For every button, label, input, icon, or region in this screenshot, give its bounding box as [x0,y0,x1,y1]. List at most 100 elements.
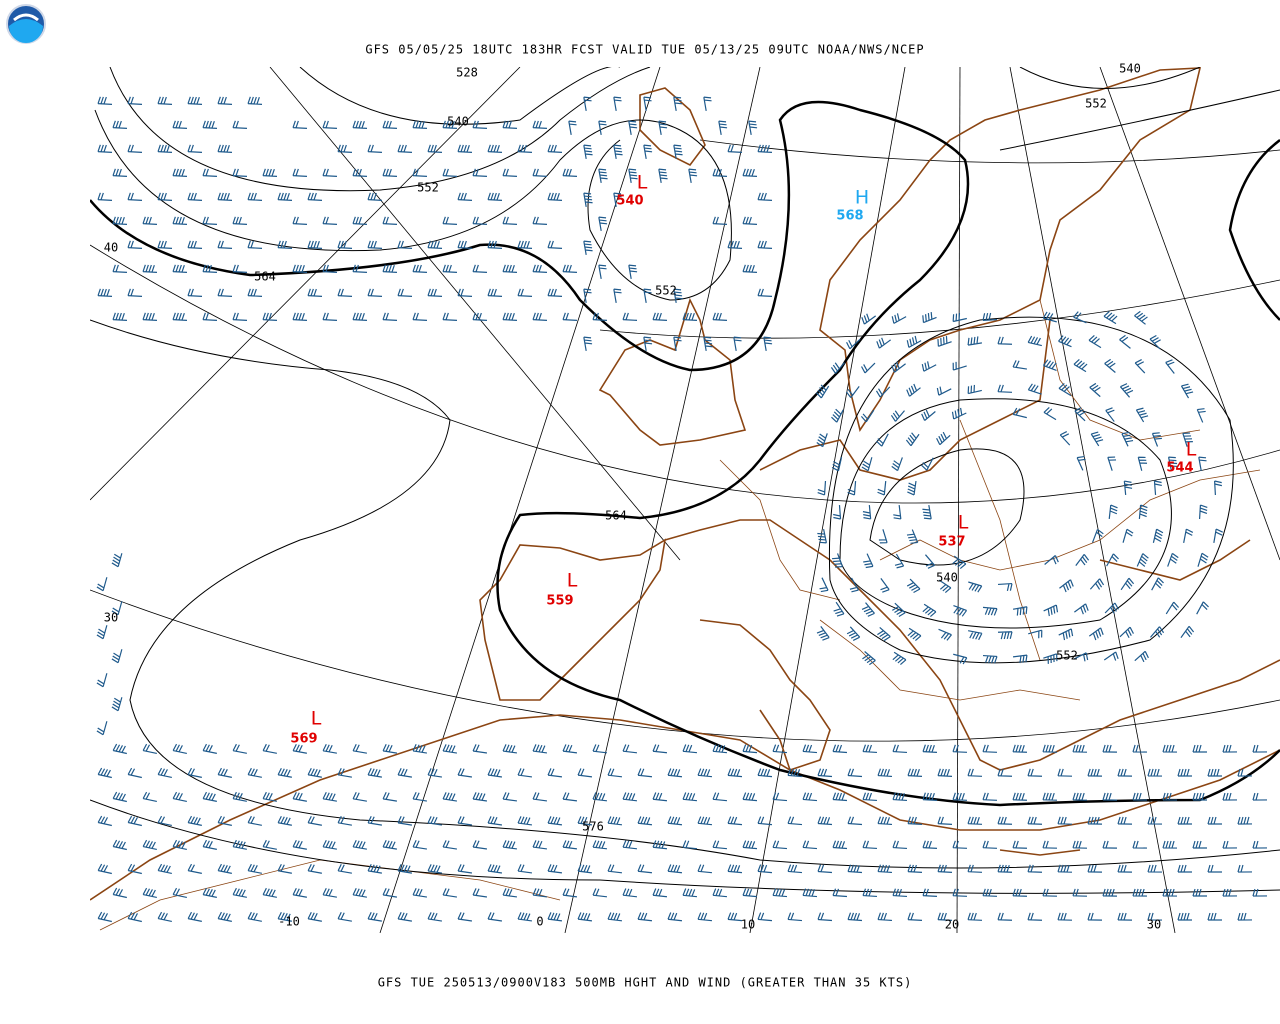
wind-barb [427,864,443,874]
longitude-label: 20 [945,918,959,932]
wind-barb [832,840,848,850]
wind-barb [703,96,712,112]
wind-barb [1057,864,1073,873]
wind-barb [921,409,936,421]
wind-barb [217,815,232,826]
wind-barb [1183,528,1194,543]
wind-barb [1102,744,1118,753]
wind-barb [382,744,398,754]
wind-barb [262,743,277,754]
wind-barb [628,264,638,280]
wind-barb [819,577,829,593]
wind-barb [127,767,142,779]
wind-barb [1117,768,1133,777]
wind-barb [367,816,383,826]
wind-barb [845,386,860,398]
wind-barb [367,144,383,153]
wind-barb [637,768,653,778]
wind-barb [727,144,743,153]
wind-barb [502,264,518,273]
wind-barb [673,336,682,352]
wind-barb [127,288,143,297]
longitude-label: 30 [1147,918,1161,932]
wind-barb [982,654,998,664]
wind-barb [111,553,123,568]
wind-barb [922,603,937,618]
wind-barb [247,911,262,922]
wind-barb [337,767,353,778]
wind-barb [217,240,233,249]
wind-barb [877,768,893,778]
wind-barb [831,553,844,568]
wind-barb [412,264,428,273]
wind-barb [583,96,592,112]
wind-barb [322,791,337,802]
wind-barb [967,384,982,395]
wind-barb [1119,383,1134,398]
wind-barb [352,840,368,850]
wind-barb [667,768,683,778]
wind-barb [1119,334,1131,349]
center-value: 568 [836,209,863,224]
wind-barb [952,888,968,897]
wind-barb [397,864,413,874]
wind-barb [816,626,830,641]
wind-barb [352,168,368,177]
wind-barb [937,816,953,825]
wind-barb [96,625,108,640]
wind-barb [577,768,593,778]
wind-barb [876,337,891,349]
wind-barb [982,888,998,897]
wind-barb [97,911,112,923]
wind-barb [1012,407,1027,419]
wind-barb [1043,406,1057,421]
wind-barb [457,144,473,153]
contour-label: 540 [936,571,958,585]
wind-barb [921,457,934,471]
wind-barb [1207,912,1223,921]
wind-barb [442,216,458,225]
wind-barb [472,264,488,273]
wind-barb [517,240,533,249]
wind-barb [217,863,232,874]
wind-barb [967,768,983,777]
wind-barb [127,240,143,249]
wind-barb [1027,864,1043,873]
wind-barb [1196,601,1209,615]
wind-barb [262,312,278,321]
wind-barb [831,457,843,472]
wind-barb [832,888,848,898]
wind-barb [712,168,728,177]
wind-barb [1192,888,1207,897]
wind-barb [847,816,863,826]
wind-barb [457,240,473,249]
wind-barb [1074,603,1089,615]
wind-barb [577,816,593,826]
wind-barb [127,144,143,153]
wind-barb [1136,553,1149,567]
contour-label: 528 [456,66,478,80]
wind-barb [1102,840,1118,849]
wind-barb [157,767,172,779]
wind-barb [442,744,458,754]
wind-barb [937,336,952,347]
wind-barb [921,361,937,372]
wind-barb [1042,359,1057,372]
height-contours [90,67,1280,894]
wind-barb [1214,480,1223,496]
wind-barb [967,816,983,825]
wind-barb [997,336,1013,345]
wind-barb [997,582,1013,591]
wind-barb [202,887,217,898]
map-caption: GFS TUE 250513/0900V183 500MB HGHT AND W… [378,976,913,990]
wind-barb [893,504,902,520]
wind-barb [472,792,488,802]
wind-barb [568,120,577,136]
center-value: 559 [546,594,573,609]
wind-barb [547,240,563,249]
wind-barb [697,768,713,778]
wind-barb [953,605,968,617]
wind-barb [111,601,123,616]
wind-barb [127,911,142,923]
wind-barb [562,168,578,177]
